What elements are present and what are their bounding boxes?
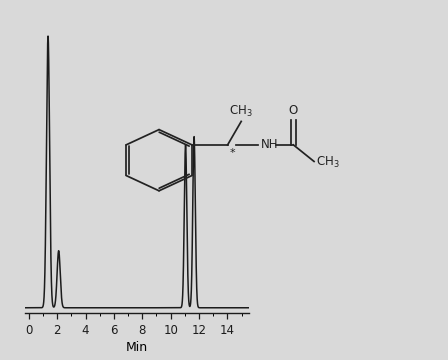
Text: CH$_3$: CH$_3$: [229, 103, 253, 118]
Text: *: *: [230, 148, 236, 158]
Text: O: O: [289, 104, 298, 117]
X-axis label: Min: Min: [125, 341, 148, 354]
Text: NH: NH: [261, 138, 278, 151]
Text: CH$_3$: CH$_3$: [316, 155, 340, 170]
